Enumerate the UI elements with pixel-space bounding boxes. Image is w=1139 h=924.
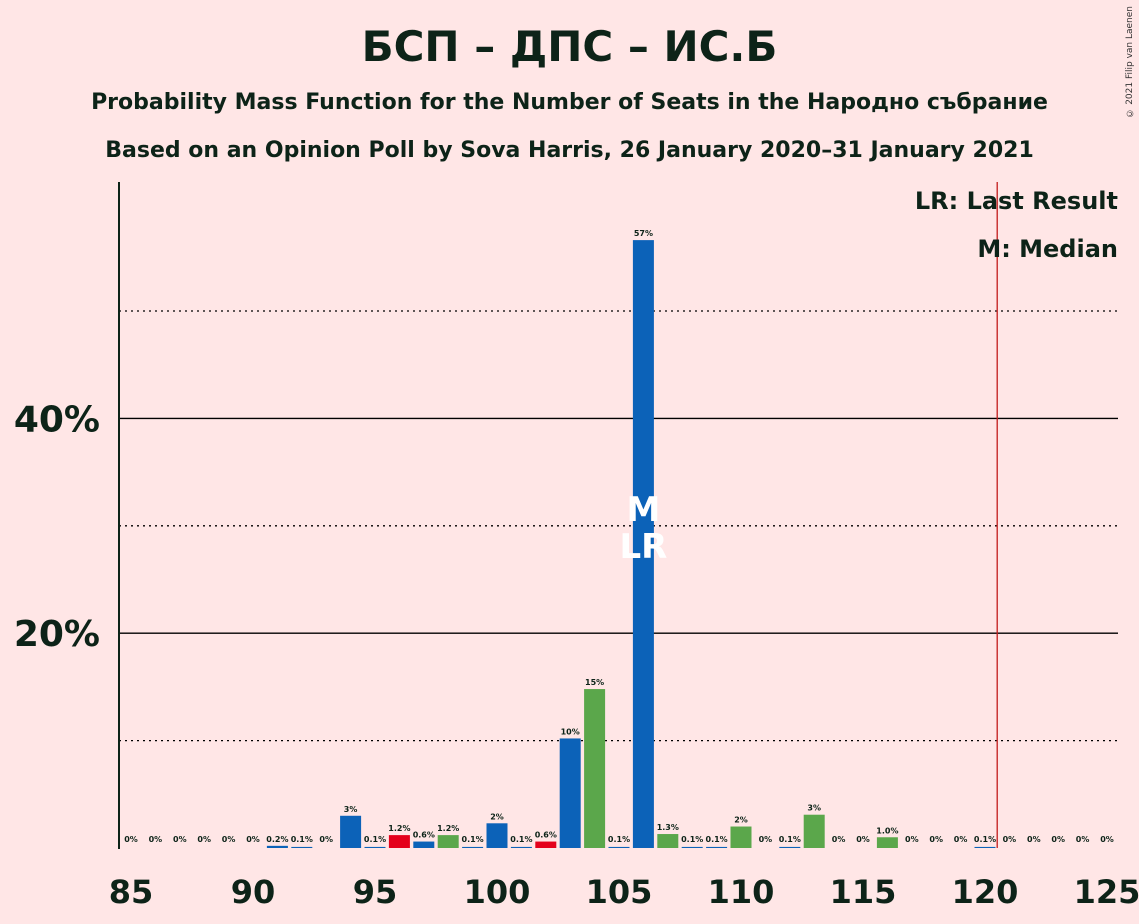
bar-label-85: 0% bbox=[124, 835, 138, 844]
bar-label-100: 2% bbox=[490, 812, 504, 821]
x-tick-label: 120 bbox=[952, 873, 1019, 911]
bar-label-87: 0% bbox=[173, 835, 187, 844]
bar-label-118: 0% bbox=[929, 835, 943, 844]
bar-seat-94 bbox=[340, 815, 362, 848]
bar-label-109: 0.1% bbox=[706, 835, 728, 844]
bar-seat-100 bbox=[486, 823, 508, 848]
bar-label-103: 10% bbox=[561, 727, 580, 736]
chart-subtitle-source: Based on an Opinion Poll by Sova Harris,… bbox=[105, 138, 1034, 163]
bar-seat-95 bbox=[364, 846, 386, 848]
bar-label-106: 57% bbox=[634, 229, 653, 238]
bar-seat-109 bbox=[706, 846, 728, 848]
bar-seat-99 bbox=[462, 846, 484, 848]
bar-label-124: 0% bbox=[1076, 835, 1090, 844]
x-tick-label: 85 bbox=[109, 873, 154, 911]
bar-label-120: 0.1% bbox=[974, 835, 996, 844]
x-tick-label: 110 bbox=[708, 873, 775, 911]
bar-label-125: 0% bbox=[1100, 835, 1114, 844]
median-marker: M bbox=[626, 490, 660, 530]
bar-label-101: 0.1% bbox=[510, 835, 532, 844]
bar-label-89: 0% bbox=[222, 835, 236, 844]
bar-label-116: 1.0% bbox=[876, 826, 898, 835]
bar-label-107: 1.3% bbox=[657, 823, 679, 832]
bar-seat-101 bbox=[510, 846, 532, 848]
bar-label-110: 2% bbox=[734, 816, 748, 825]
bar-label-123: 0% bbox=[1051, 835, 1065, 844]
bar-label-112: 0.1% bbox=[779, 835, 801, 844]
bar-seat-106 bbox=[632, 240, 654, 849]
bar-seat-108 bbox=[681, 846, 703, 848]
bar-label-86: 0% bbox=[149, 835, 163, 844]
legend-median: M: Median bbox=[977, 235, 1118, 263]
last-result-marker: LR bbox=[619, 527, 667, 567]
bar-label-111: 0% bbox=[759, 835, 773, 844]
bar-seat-97 bbox=[413, 841, 435, 848]
bar-label-113: 3% bbox=[807, 804, 821, 813]
grid-lines bbox=[119, 310, 1118, 742]
bar-label-114: 0% bbox=[832, 835, 846, 844]
bar-seat-105 bbox=[608, 846, 630, 848]
median-lr-markers: MLR bbox=[619, 490, 667, 567]
chart-subtitle: Probability Mass Function for the Number… bbox=[91, 90, 1048, 115]
bar-labels-group: 0% 0% 0% 0% 0% 0% 0.2% 0.1% 0%3%0.1%1.2%0.6%1.2%… bbox=[124, 229, 1114, 844]
bar-label-122: 0% bbox=[1027, 835, 1041, 844]
bar-seat-102 bbox=[535, 841, 557, 848]
bar-label-88: 0% bbox=[197, 835, 211, 844]
bar-label-99: 0.1% bbox=[462, 835, 484, 844]
bar-seat-104 bbox=[584, 689, 606, 848]
x-tick-labels: 85 90 95 100 105 110 115 120 125 bbox=[109, 873, 1139, 911]
bar-seat-110 bbox=[730, 826, 752, 848]
bar-seat-96 bbox=[388, 835, 410, 848]
bar-label-97: 0.6% bbox=[413, 831, 435, 840]
bar-label-115: 0% bbox=[856, 835, 870, 844]
bars-group bbox=[266, 240, 996, 849]
bar-label-92: 0.1% bbox=[291, 835, 313, 844]
y-tick-label: 40% bbox=[14, 399, 100, 440]
bar-label-94: 3% bbox=[344, 805, 358, 814]
bar-seat-120 bbox=[974, 846, 996, 848]
bar-label-102: 0.6% bbox=[535, 831, 557, 840]
x-tick-label: 105 bbox=[586, 873, 653, 911]
x-tick-label: 90 bbox=[231, 873, 276, 911]
bar-label-91: 0.2% bbox=[266, 835, 288, 844]
x-tick-label: 125 bbox=[1074, 873, 1139, 911]
x-tick-label: 95 bbox=[353, 873, 398, 911]
bar-seat-103 bbox=[559, 738, 581, 848]
bar-seat-113 bbox=[803, 814, 825, 848]
y-tick-label: 20% bbox=[14, 614, 100, 655]
bar-seat-92 bbox=[291, 846, 313, 848]
bar-label-105: 0.1% bbox=[608, 835, 630, 844]
bar-label-121: 0% bbox=[1003, 835, 1017, 844]
bar-label-104: 15% bbox=[585, 678, 604, 687]
bar-seat-91 bbox=[266, 845, 288, 848]
bar-label-98: 1.2% bbox=[437, 824, 459, 833]
bar-seat-107 bbox=[657, 834, 679, 848]
bar-label-117: 0% bbox=[905, 835, 919, 844]
bar-seat-112 bbox=[779, 846, 801, 848]
bar-label-93: 0% bbox=[319, 835, 333, 844]
bar-label-90: 0% bbox=[246, 835, 260, 844]
y-tick-labels: 20% 40% bbox=[14, 399, 100, 655]
chart-title: БСП – ДПС – ИС.Б bbox=[361, 22, 778, 71]
bar-label-108: 0.1% bbox=[681, 835, 703, 844]
bar-label-119: 0% bbox=[954, 835, 968, 844]
x-tick-label: 100 bbox=[464, 873, 531, 911]
x-tick-label: 115 bbox=[830, 873, 897, 911]
bar-label-95: 0.1% bbox=[364, 835, 386, 844]
bar-seat-98 bbox=[437, 835, 459, 848]
legend-last-result: LR: Last Result bbox=[915, 187, 1118, 215]
bar-seat-116 bbox=[876, 837, 898, 848]
bar-label-96: 1.2% bbox=[388, 824, 410, 833]
